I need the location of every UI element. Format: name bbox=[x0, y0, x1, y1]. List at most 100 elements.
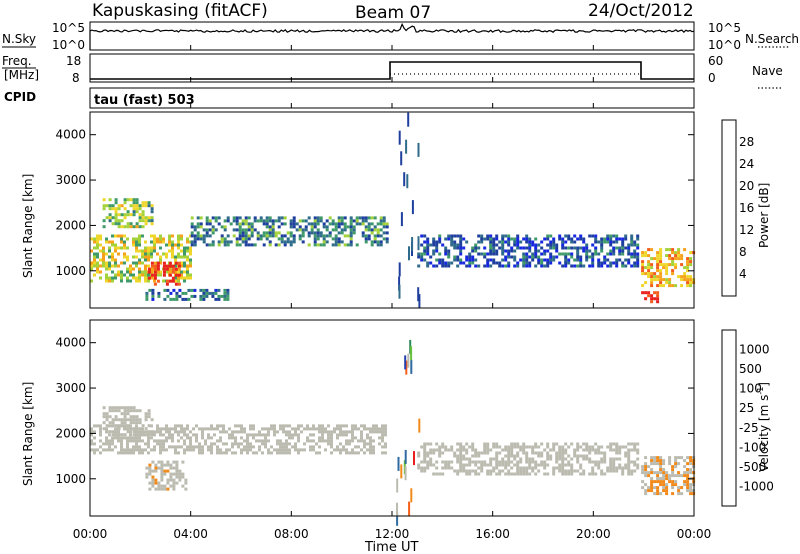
heatmap-cell bbox=[147, 264, 150, 268]
heatmap-cell bbox=[105, 264, 108, 268]
heatmap-cell bbox=[355, 243, 359, 247]
heatmap-cell bbox=[334, 225, 338, 229]
heatmap-cell bbox=[102, 406, 106, 410]
heatmap-cell bbox=[288, 424, 291, 428]
heatmap-cell bbox=[674, 284, 678, 288]
heatmap-cell bbox=[674, 462, 678, 466]
heatmap-cell bbox=[507, 237, 511, 241]
heatmap-cell bbox=[636, 255, 640, 259]
heatmap-cell bbox=[291, 436, 294, 440]
heatmap-cell bbox=[615, 240, 619, 244]
heatmap-cell bbox=[549, 243, 553, 247]
heatmap-cell bbox=[265, 222, 269, 226]
heatmap-cell bbox=[450, 240, 454, 244]
heatmap-cell bbox=[153, 279, 156, 283]
heatmap-cell bbox=[382, 237, 386, 241]
heatmap-cell bbox=[111, 276, 114, 280]
heatmap-cell bbox=[600, 249, 604, 253]
heatmap-cell bbox=[633, 240, 637, 244]
heatmap-cell bbox=[120, 225, 124, 229]
heatmap-cell bbox=[525, 457, 529, 461]
heatmap-cell bbox=[504, 255, 508, 259]
heatmap-cell bbox=[534, 243, 538, 247]
heatmap-cell bbox=[462, 445, 466, 449]
heatmap-cell bbox=[114, 415, 118, 419]
heatmap-cell bbox=[283, 243, 287, 247]
heatmap-cell bbox=[376, 234, 380, 238]
heatmap-cell bbox=[291, 445, 294, 449]
heatmap-cell bbox=[606, 252, 610, 256]
heatmap-cell bbox=[238, 225, 242, 229]
gap-echo bbox=[400, 464, 403, 479]
heatmap-cell bbox=[618, 448, 622, 452]
heatmap-cell bbox=[261, 451, 264, 455]
heatmap-cell bbox=[172, 288, 176, 292]
heatmap-cell bbox=[656, 297, 660, 301]
heatmap-cell bbox=[570, 469, 574, 473]
heatmap-cell bbox=[689, 489, 693, 493]
heatmap-cell bbox=[189, 445, 192, 449]
heatmap-cell bbox=[334, 243, 338, 247]
heatmap-cell bbox=[381, 445, 384, 449]
heatmap-cell bbox=[205, 294, 209, 298]
heatmap-cell bbox=[513, 240, 517, 244]
heatmap-cell bbox=[114, 219, 118, 223]
heatmap-cell bbox=[576, 258, 580, 262]
heatmap-cell bbox=[148, 487, 152, 491]
heatmap-cell bbox=[211, 240, 215, 244]
heatmap-cell bbox=[381, 439, 384, 443]
heatmap-cell bbox=[603, 451, 607, 455]
heatmap-cell bbox=[334, 222, 338, 226]
heatmap-cell bbox=[510, 454, 514, 458]
heatmap-cell bbox=[186, 424, 189, 428]
heatmap-cell bbox=[253, 216, 257, 220]
heatmap-cell bbox=[519, 258, 523, 262]
heatmap-cell bbox=[223, 297, 227, 301]
heatmap-cell bbox=[138, 276, 141, 280]
heatmap-cell bbox=[659, 483, 663, 487]
heatmap-cell bbox=[156, 430, 159, 434]
heatmap-cell bbox=[525, 240, 529, 244]
heatmap-cell bbox=[162, 264, 166, 268]
heatmap-cell bbox=[522, 451, 526, 455]
heatmap-cell bbox=[420, 255, 424, 259]
heatmap-cell bbox=[615, 448, 619, 452]
heatmap-cell bbox=[653, 257, 657, 261]
heatmap-cell bbox=[662, 480, 666, 484]
heatmap-cell bbox=[567, 252, 571, 256]
heatmap-cell bbox=[202, 237, 206, 241]
heatmap-cell bbox=[312, 424, 315, 428]
heatmap-cell bbox=[240, 451, 243, 455]
heatmap-cell bbox=[177, 246, 180, 250]
heatmap-cell bbox=[489, 249, 493, 253]
heatmap-cell bbox=[129, 267, 132, 271]
heatmap-cell bbox=[226, 288, 230, 292]
velocity-feature-4 bbox=[641, 456, 696, 496]
heatmap-cell bbox=[366, 433, 369, 437]
heatmap-cell bbox=[316, 219, 320, 223]
heatmap-cell bbox=[689, 281, 693, 285]
heatmap-cell bbox=[183, 276, 186, 280]
heatmap-cell bbox=[208, 228, 212, 232]
heatmap-cell bbox=[537, 469, 541, 473]
heatmap-cell bbox=[549, 234, 553, 238]
heatmap-cell bbox=[483, 463, 487, 467]
heatmap-cell bbox=[426, 237, 430, 241]
heatmap-cell bbox=[366, 427, 369, 431]
gap-echo bbox=[410, 346, 413, 361]
heatmap-cell bbox=[138, 258, 141, 262]
heatmap-cell bbox=[376, 231, 380, 235]
heatmap-cell bbox=[172, 466, 176, 470]
heatmap-cell bbox=[656, 269, 660, 273]
y-tick-label: 4000 bbox=[55, 336, 86, 350]
heatmap-cell bbox=[528, 237, 532, 241]
heatmap-cell bbox=[650, 297, 654, 301]
heatmap-cell bbox=[129, 273, 132, 277]
heatmap-cell bbox=[641, 251, 645, 255]
heatmap-cell bbox=[276, 451, 279, 455]
heatmap-cell bbox=[156, 267, 160, 271]
heatmap-cell bbox=[150, 240, 153, 244]
heatmap-cell bbox=[120, 424, 124, 428]
heatmap-cell bbox=[316, 243, 320, 247]
